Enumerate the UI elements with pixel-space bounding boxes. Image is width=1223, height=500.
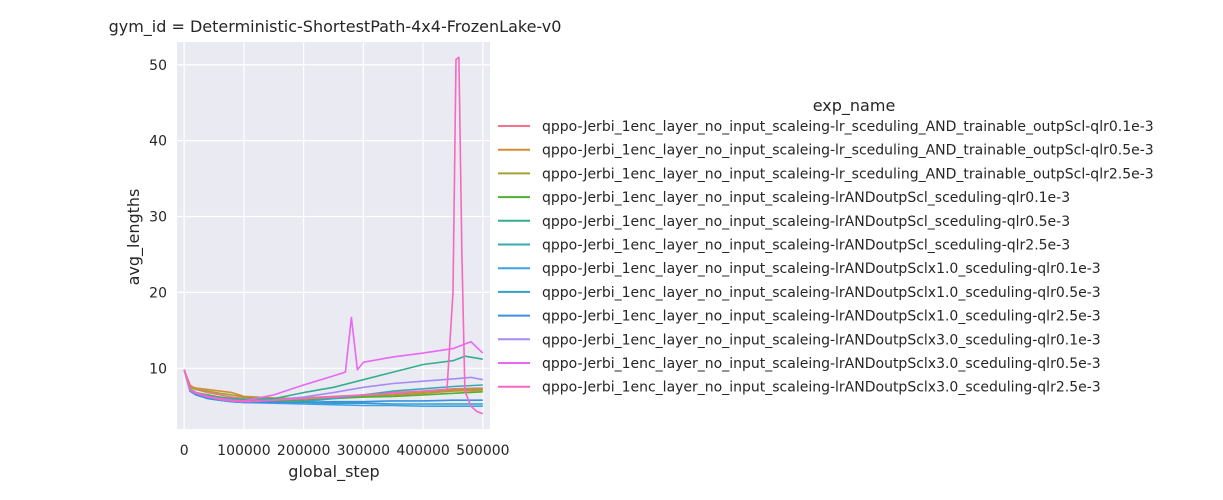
- legend-entry-label: qppo-Jerbi_1enc_layer_no_input_scaleing-…: [542, 238, 1070, 254]
- x-tick-label: 500000: [456, 443, 509, 459]
- y-tick-label: 10: [149, 361, 167, 377]
- legend-entry-label: qppo-Jerbi_1enc_layer_no_input_scaleing-…: [542, 119, 1154, 135]
- plot-background: [177, 42, 490, 429]
- x-tick-label: 200000: [277, 443, 330, 459]
- grid: [177, 42, 490, 429]
- legend-entry-label: qppo-Jerbi_1enc_layer_no_input_scaleing-…: [542, 332, 1101, 348]
- legend-entry-label: qppo-Jerbi_1enc_layer_no_input_scaleing-…: [542, 214, 1070, 230]
- y-tick-label: 20: [149, 285, 167, 301]
- legend-entry-label: qppo-Jerbi_1enc_layer_no_input_scaleing-…: [542, 285, 1101, 301]
- legend-entry-label: qppo-Jerbi_1enc_layer_no_input_scaleing-…: [542, 309, 1101, 325]
- legend-entry-label: qppo-Jerbi_1enc_layer_no_input_scaleing-…: [542, 380, 1101, 396]
- legend: exp_name qppo-Jerbi_1enc_layer_no_input_…: [498, 96, 1154, 396]
- x-tick-label: 400000: [396, 443, 449, 459]
- y-axis-label: avg_lengths: [124, 189, 144, 286]
- legend-entry-label: qppo-Jerbi_1enc_layer_no_input_scaleing-…: [542, 261, 1101, 277]
- x-axis-label: global_step: [288, 462, 379, 482]
- legend-entry-label: qppo-Jerbi_1enc_layer_no_input_scaleing-…: [542, 356, 1101, 372]
- x-tick-label: 0: [180, 443, 189, 459]
- x-tick-label: 300000: [337, 443, 390, 459]
- y-tick-label: 30: [149, 210, 167, 226]
- y-axis-ticks: 10 20 30 40 50: [149, 58, 167, 378]
- x-axis-ticks: 0 100000 200000 300000 400000 500000: [180, 443, 510, 459]
- series-line: [183, 56, 484, 415]
- y-tick-label: 50: [149, 58, 167, 74]
- y-tick-label: 40: [149, 134, 167, 150]
- legend-entry-label: qppo-Jerbi_1enc_layer_no_input_scaleing-…: [542, 166, 1154, 182]
- legend-entry-label: qppo-Jerbi_1enc_layer_no_input_scaleing-…: [542, 143, 1154, 159]
- legend-title: exp_name: [813, 96, 896, 116]
- chart-title: gym_id = Deterministic-ShortestPath-4x4-…: [109, 17, 562, 37]
- series-lines: [183, 56, 484, 415]
- x-tick-label: 100000: [217, 443, 270, 459]
- series-line: [183, 369, 483, 404]
- legend-entry-label: qppo-Jerbi_1enc_layer_no_input_scaleing-…: [542, 190, 1070, 206]
